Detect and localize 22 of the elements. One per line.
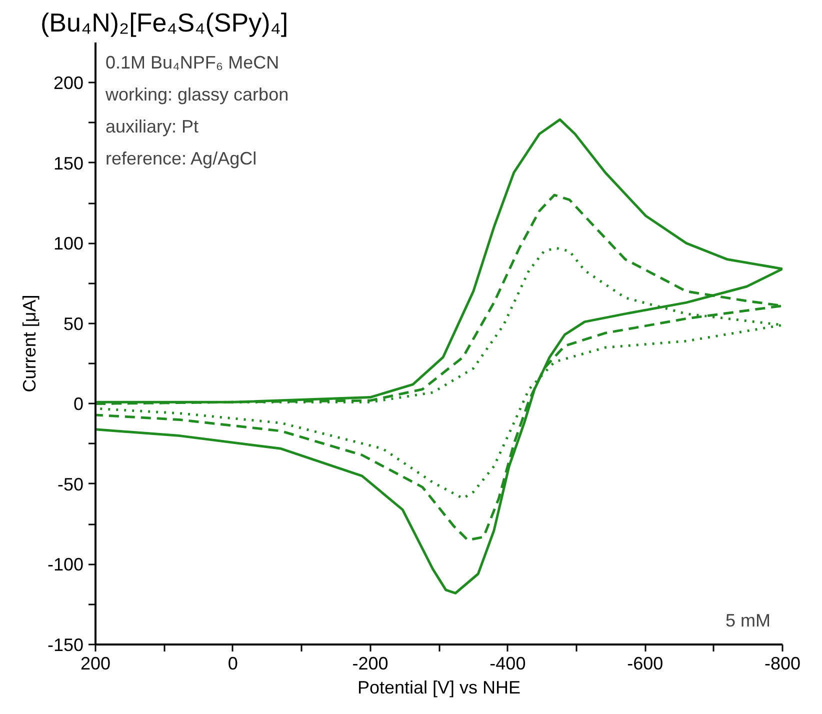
x-tick-label: -600 <box>627 654 664 674</box>
y-tick-label: 200 <box>53 73 84 94</box>
annotation: auxiliary: Pt <box>106 116 199 136</box>
y-tick-label: 150 <box>53 153 84 174</box>
x-tick-label: -200 <box>352 654 388 674</box>
chart-title: (Bu₄N)₂[Fe₄S₄(SPy)₄] <box>40 8 288 38</box>
y-tick-label: 0 <box>73 394 84 414</box>
y-tick-label: 100 <box>53 234 84 254</box>
y-axis-title: Current [μA] <box>19 294 40 392</box>
x-tick-label: 200 <box>80 654 111 674</box>
y-tick-label: -100 <box>47 554 84 575</box>
annotation: 0.1M Bu₄NPF₆ MeCN <box>106 52 280 72</box>
y-tick-label: 50 <box>63 314 84 334</box>
annotation: 5 mM <box>726 610 770 630</box>
y-tick-label: -50 <box>57 474 84 494</box>
annotation: working: glassy carbon <box>104 84 289 104</box>
x-tick-label: 0 <box>228 654 238 674</box>
x-tick-label: -800 <box>764 654 801 674</box>
x-tick-label: -400 <box>490 654 526 674</box>
x-axis-title: Potential [V] vs NHE <box>357 678 521 698</box>
y-tick-label: -150 <box>47 635 84 655</box>
annotation: reference: Ag/AgCl <box>106 148 257 168</box>
